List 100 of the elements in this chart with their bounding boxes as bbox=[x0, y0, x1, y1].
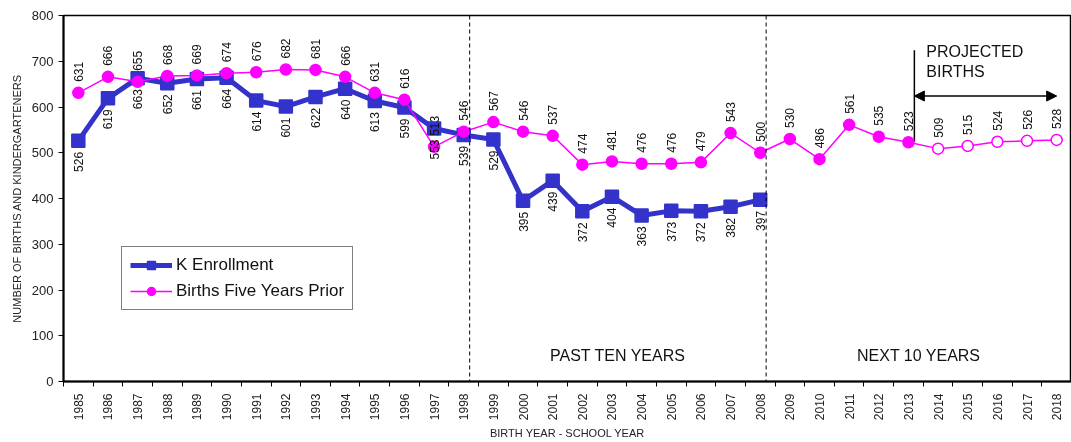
point bbox=[961, 139, 974, 153]
point bbox=[515, 193, 531, 209]
point bbox=[1050, 133, 1063, 147]
data-label: 363 bbox=[635, 226, 650, 247]
data-label: 616 bbox=[397, 68, 412, 89]
data-label: 476 bbox=[664, 132, 679, 153]
x-tick-label: 1998 bbox=[457, 393, 472, 421]
data-label: 669 bbox=[190, 44, 205, 65]
data-label: 666 bbox=[101, 45, 116, 66]
data-label: 613 bbox=[368, 111, 383, 133]
x-tick-label: 1997 bbox=[427, 393, 442, 421]
x-tick-label: 1991 bbox=[249, 393, 264, 421]
data-label: 599 bbox=[397, 118, 412, 139]
point bbox=[516, 125, 530, 138]
point bbox=[604, 189, 620, 204]
x-tick-label: 2005 bbox=[664, 393, 679, 421]
point bbox=[457, 125, 470, 138]
data-label: 474 bbox=[575, 133, 590, 154]
x-tick-label: 2011 bbox=[842, 393, 857, 420]
y-tick-label: 0 bbox=[46, 374, 54, 389]
y-tick-label: 500 bbox=[31, 145, 54, 161]
data-label: 681 bbox=[309, 38, 323, 59]
point bbox=[813, 152, 826, 166]
x-tick-label: 2004 bbox=[635, 393, 650, 421]
x-tick-label: 1985 bbox=[71, 393, 86, 421]
data-label: 529 bbox=[486, 150, 501, 171]
x-tick-label: 2018 bbox=[1050, 393, 1065, 421]
point bbox=[635, 157, 648, 170]
data-label: 479 bbox=[694, 131, 709, 152]
data-label: 397 bbox=[753, 210, 768, 231]
data-label: 655 bbox=[131, 50, 146, 71]
data-label: 553 bbox=[427, 139, 442, 160]
data-label: 515 bbox=[961, 114, 976, 135]
data-label: 372 bbox=[694, 221, 709, 243]
point bbox=[575, 204, 590, 219]
x-tick-label: 2016 bbox=[990, 393, 1005, 421]
data-label: 523 bbox=[901, 110, 916, 132]
data-label: 668 bbox=[160, 44, 175, 65]
data-label: 676 bbox=[249, 40, 264, 62]
x-tick-label: 2015 bbox=[961, 393, 976, 421]
point bbox=[71, 133, 86, 149]
x-tick-label: 2008 bbox=[753, 393, 768, 421]
y-tick-label: 600 bbox=[31, 99, 54, 115]
data-label: 530 bbox=[783, 107, 798, 129]
point bbox=[1020, 134, 1034, 148]
x-tick-label: 1987 bbox=[131, 393, 146, 421]
point bbox=[902, 135, 915, 149]
x-tick-label: 1993 bbox=[309, 393, 323, 421]
x-tick-label: 1992 bbox=[279, 393, 294, 421]
point bbox=[487, 115, 500, 129]
data-label: 373 bbox=[664, 221, 679, 242]
data-label: 622 bbox=[309, 107, 323, 128]
x-tick-label: 2007 bbox=[724, 393, 739, 421]
x-tick-label: 1990 bbox=[220, 393, 235, 421]
point bbox=[337, 81, 353, 96]
x-tick-label: 1996 bbox=[397, 393, 412, 421]
point bbox=[753, 146, 767, 159]
x-tick-label: 1988 bbox=[160, 393, 175, 421]
data-label: 537 bbox=[546, 104, 561, 125]
data-label: 500 bbox=[753, 121, 768, 142]
data-label: 476 bbox=[635, 132, 650, 153]
data-label: 666 bbox=[338, 45, 353, 66]
y-tick-label: 200 bbox=[31, 282, 54, 298]
x-tick-label: 1989 bbox=[190, 393, 205, 421]
annotation: NEXT 10 YEARS bbox=[857, 347, 981, 365]
point bbox=[723, 199, 738, 214]
point bbox=[161, 69, 174, 83]
x-tick-label: 2003 bbox=[605, 393, 620, 421]
data-label: 546 bbox=[457, 100, 472, 121]
point bbox=[338, 70, 352, 84]
point bbox=[308, 89, 323, 105]
data-label: 486 bbox=[813, 127, 827, 149]
point bbox=[278, 99, 294, 114]
point bbox=[664, 203, 679, 219]
point bbox=[605, 155, 619, 168]
x-tick-label: 2006 bbox=[694, 393, 709, 421]
x-tick-label: 2013 bbox=[901, 393, 916, 421]
point bbox=[100, 91, 116, 106]
point bbox=[248, 93, 264, 108]
y-tick-label: 300 bbox=[31, 236, 54, 252]
point bbox=[576, 158, 589, 171]
point bbox=[131, 75, 144, 89]
x-tick-label: 2009 bbox=[783, 393, 798, 421]
point bbox=[546, 129, 559, 143]
data-label: 524 bbox=[990, 110, 1005, 131]
x-tick-label: 1995 bbox=[368, 393, 383, 421]
data-label: 682 bbox=[279, 38, 294, 59]
x-tick-label: 1986 bbox=[101, 393, 116, 421]
data-label: 526 bbox=[71, 151, 86, 172]
x-axis-title: BIRTH YEAR - SCHOOL YEAR bbox=[489, 427, 645, 440]
data-label: 661 bbox=[190, 89, 205, 111]
data-label: 395 bbox=[516, 211, 531, 232]
point bbox=[72, 86, 85, 100]
point bbox=[724, 126, 737, 140]
y-tick-label: 700 bbox=[31, 53, 54, 69]
x-tick-label: 2014 bbox=[931, 393, 946, 421]
data-label: 640 bbox=[338, 99, 353, 120]
ref-line-label: PROJECTED BIRTHS bbox=[926, 42, 1024, 81]
point bbox=[842, 118, 856, 132]
data-label: 546 bbox=[516, 100, 531, 121]
